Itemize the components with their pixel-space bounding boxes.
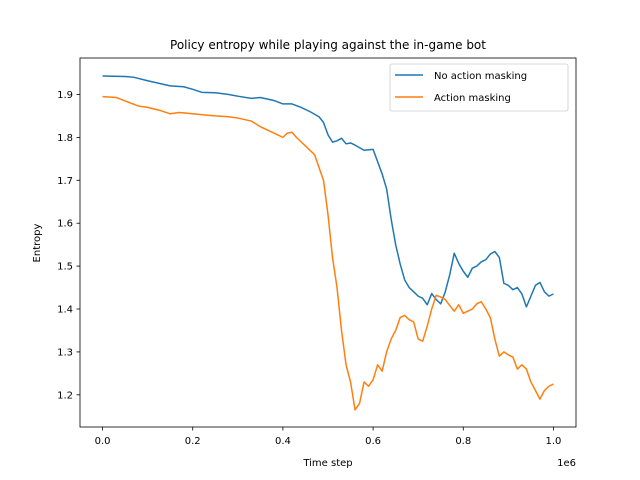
x-tick-label: 0.4	[275, 436, 291, 447]
x-axis: 0.0 0.2 0.4 0.6 0.8 1.0	[95, 427, 562, 447]
legend-label-no-action-masking: No action masking	[434, 71, 527, 82]
y-tick-label: 1.4	[57, 305, 73, 316]
plot-area	[102, 75, 554, 411]
chart-title: Policy entropy while playing against the…	[170, 38, 486, 52]
x-tick-label: 0.8	[455, 436, 471, 447]
y-tick-label: 1.9	[57, 90, 73, 101]
y-axis-label: Entropy	[32, 223, 43, 262]
x-axis-offset-label: 1e6	[557, 458, 576, 469]
x-tick-label: 0.2	[185, 436, 201, 447]
y-axis: 1.2 1.3 1.4 1.5 1.6 1.7 1.8 1.9	[57, 90, 80, 401]
legend-box	[389, 63, 569, 112]
x-tick-label: 1.0	[546, 436, 562, 447]
y-tick-label: 1.3	[57, 347, 73, 358]
legend-label-action-masking: Action masking	[434, 93, 511, 104]
y-tick-label: 1.6	[57, 219, 73, 230]
plot-frame	[79, 57, 577, 428]
legend: No action masking Action masking	[389, 63, 569, 112]
y-tick-label: 1.5	[57, 262, 73, 273]
y-tick-label: 1.2	[57, 390, 73, 401]
x-tick-label: 0.6	[365, 436, 381, 447]
y-tick-label: 1.8	[57, 133, 73, 144]
series-line-action-masking	[102, 95, 554, 411]
series-line-no-action-masking	[102, 75, 554, 308]
y-tick-label: 1.7	[57, 176, 73, 187]
x-axis-label: Time step	[302, 458, 352, 469]
x-tick-label: 0.0	[95, 436, 111, 447]
